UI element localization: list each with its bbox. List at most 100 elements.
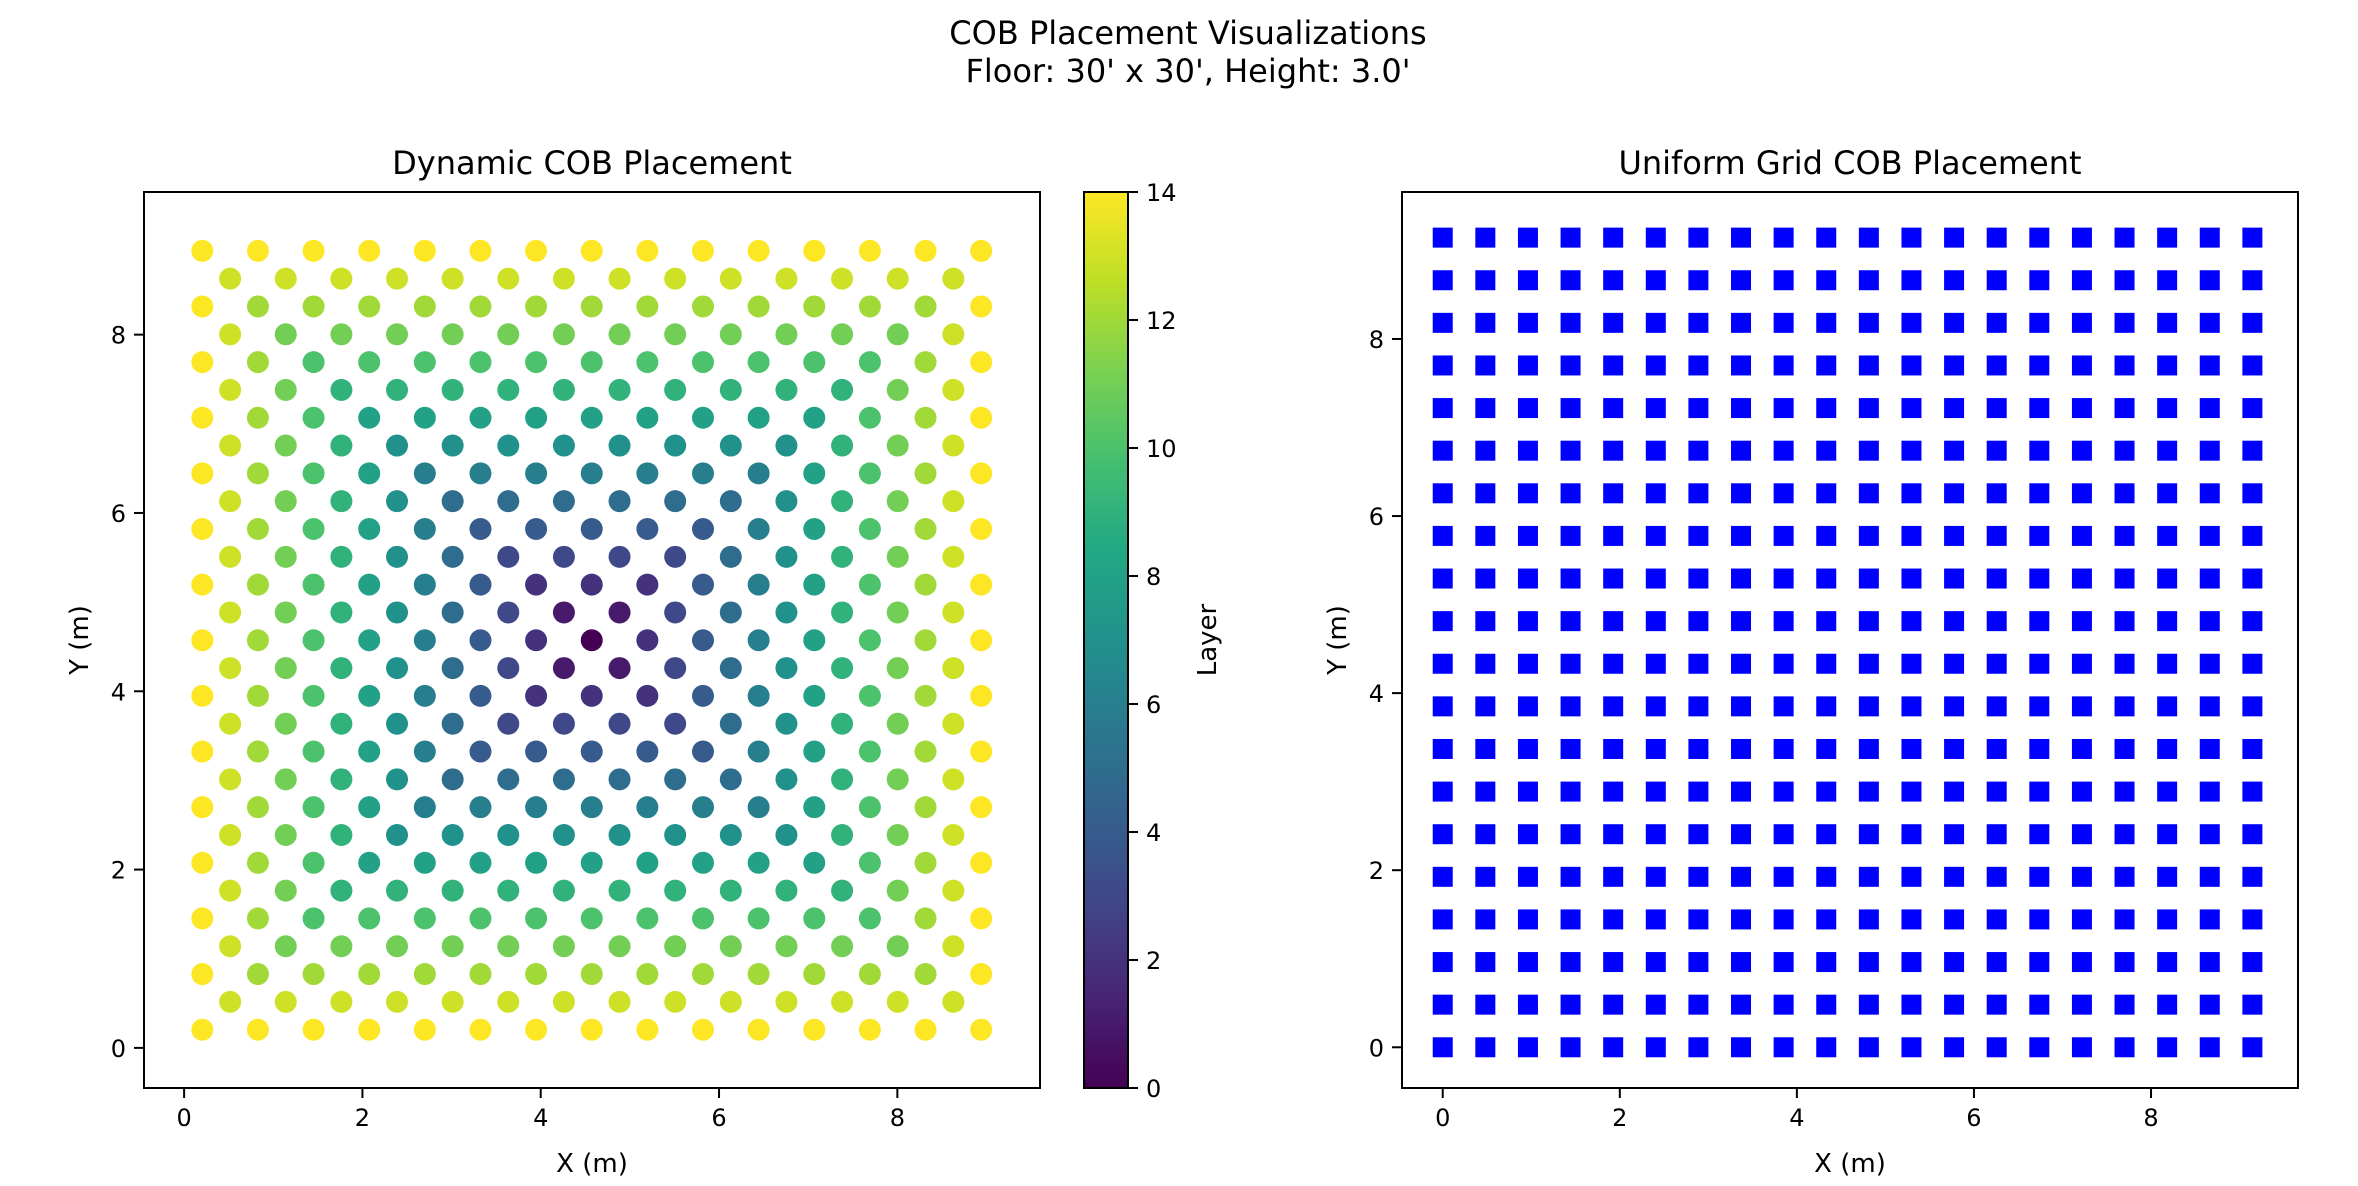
cob-point [636,740,659,763]
cob-point [970,351,993,374]
cob-point [970,629,993,652]
grid-cob-point [1560,781,1581,802]
cob-point [970,796,993,819]
cob-point [302,963,325,986]
left-x-tick-label: 8 [890,1104,905,1132]
cob-point [914,740,937,763]
grid-cob-point [1901,312,1922,333]
cob-point [413,963,436,986]
grid-cob-point [1645,824,1666,845]
grid-cob-point [1901,355,1922,376]
grid-cob-point [1858,611,1879,632]
cob-point [914,1018,937,1041]
cob-point [302,629,325,652]
cob-point [386,601,409,624]
cob-point [386,823,409,846]
grid-cob-point [1688,909,1709,930]
cob-point [858,629,881,652]
grid-cob-point [2071,440,2092,461]
grid-cob-point [1944,312,1965,333]
right-x-tick-label: 8 [2143,1104,2158,1132]
grid-cob-point [2114,440,2135,461]
cob-point [970,740,993,763]
cob-point [691,462,714,485]
cob-point [942,267,965,290]
grid-cob-point [1603,227,1624,248]
cob-point [552,990,575,1013]
grid-cob-point [1645,525,1666,546]
cob-point [386,545,409,568]
grid-cob-point [1517,227,1538,248]
cob-point [636,907,659,930]
grid-cob-point [1688,994,1709,1015]
grid-cob-point [1475,568,1496,589]
grid-cob-point [1773,653,1794,674]
cob-point [469,963,492,986]
grid-cob-point [2242,440,2263,461]
grid-cob-point [1773,227,1794,248]
grid-cob-point [2242,611,2263,632]
cob-point [497,990,520,1013]
grid-cob-point [1517,994,1538,1015]
grid-cob-point [2242,483,2263,504]
grid-cob-point [1816,866,1837,887]
cob-point [775,657,798,680]
grid-cob-point [1986,398,2007,419]
grid-cob-point [1688,483,1709,504]
grid-cob-point [2157,227,2178,248]
grid-cob-point [1603,312,1624,333]
grid-cob-point [1560,952,1581,973]
grid-cob-point [1986,611,2007,632]
grid-cob-point [2242,355,2263,376]
left-y-tick-label: 8 [111,322,126,350]
right-points-group [1432,227,2263,1058]
cob-point [664,823,687,846]
cob-point [191,851,214,874]
grid-cob-point [1816,227,1837,248]
cob-point [580,907,603,930]
grid-cob-point [2114,994,2135,1015]
cob-point [497,267,520,290]
grid-cob-point [2071,611,2092,632]
grid-cob-point [2242,398,2263,419]
cob-point [831,601,854,624]
cob-point [358,851,381,874]
grid-cob-point [2157,1037,2178,1058]
cob-point [497,935,520,958]
cob-point [580,629,603,652]
cob-point [497,434,520,457]
cob-point [358,1018,381,1041]
grid-cob-point [2071,994,2092,1015]
cob-point [831,378,854,401]
grid-cob-point [1603,994,1624,1015]
cob-point [413,684,436,707]
cob-point [274,712,297,735]
colorbar-label: Layer [1193,603,1223,676]
cob-point [691,573,714,596]
grid-cob-point [2029,994,2050,1015]
grid-cob-point [1773,398,1794,419]
cob-point [441,823,464,846]
grid-cob-point [1603,909,1624,930]
grid-cob-point [1773,909,1794,930]
cob-point [719,601,742,624]
grid-cob-point [1773,525,1794,546]
cob-point [608,378,631,401]
cob-point [831,545,854,568]
grid-cob-point [1560,1037,1581,1058]
grid-cob-point [1688,270,1709,291]
cob-point [886,434,909,457]
colorbar-tick-label: 10 [1146,435,1177,463]
cob-point [413,351,436,374]
grid-cob-point [1858,227,1879,248]
grid-cob-point [1560,866,1581,887]
grid-cob-point [2199,611,2220,632]
grid-cob-point [2029,525,2050,546]
cob-point [775,768,798,791]
cob-point [831,768,854,791]
cob-point [219,434,242,457]
cob-point [525,684,548,707]
cob-point [469,907,492,930]
cob-point [747,518,770,541]
cob-point [664,267,687,290]
